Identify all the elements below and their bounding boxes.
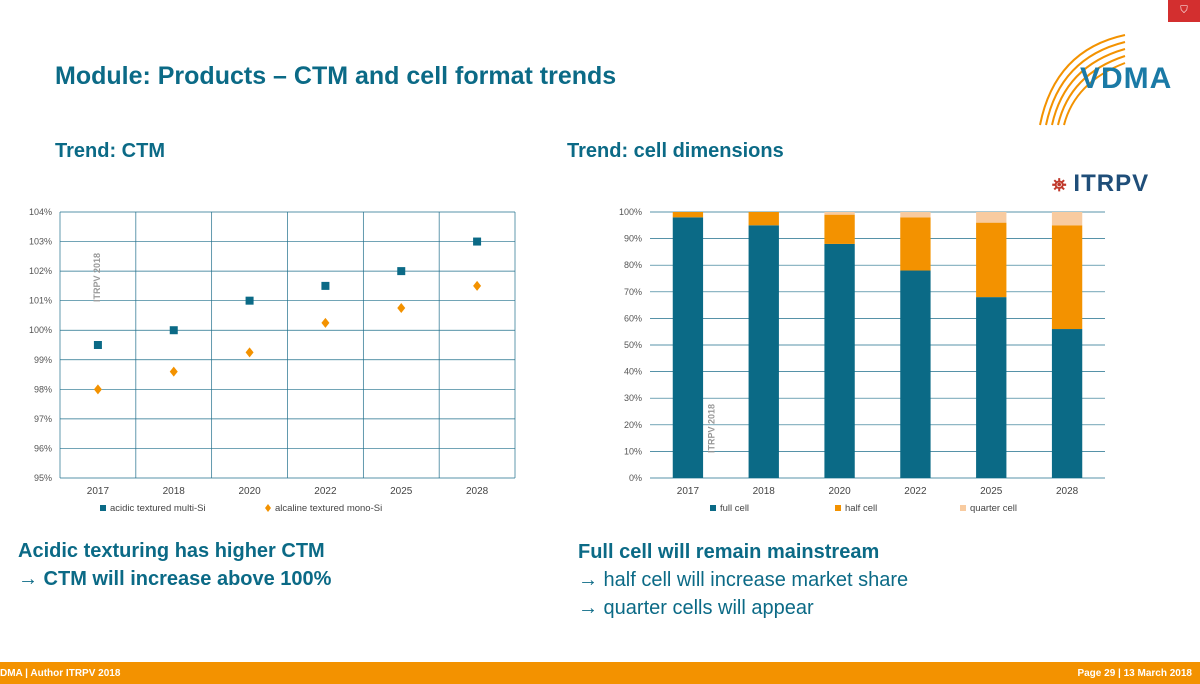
- left-note-line-1: Acidic texturing has higher CTM: [18, 540, 325, 562]
- slide-title: Module: Products – CTM and cell format t…: [55, 62, 617, 90]
- bar-half-cell: [900, 217, 931, 271]
- point-acidic-textured-multi-Si: [93, 341, 102, 349]
- point-acidic-textured-multi-Si: [321, 281, 330, 290]
- x-tick-label: 2017: [677, 486, 700, 497]
- bar-half-cell: [976, 222, 1007, 298]
- y-tick-label: 70%: [624, 287, 642, 297]
- bar-full-cell: [824, 243, 855, 478]
- y-tick-label: 40%: [624, 367, 642, 377]
- legend-label: quarter cell: [970, 503, 1017, 514]
- point-alcaline-textured-mono-Si: [473, 280, 482, 291]
- y-tick-label: 10%: [624, 446, 642, 456]
- bar-quarter-cell: [976, 212, 1007, 223]
- left-note: Acidic texturing has higher CTM → CTM wi…: [18, 537, 331, 593]
- bar-quarter-cell: [1051, 212, 1083, 226]
- right-note-line-2: → half cell will increase market share: [578, 569, 909, 591]
- x-tick-label: 2020: [828, 486, 851, 497]
- y-tick-label: 60%: [624, 313, 642, 323]
- y-tick-label: 95%: [34, 473, 52, 483]
- right-note-line-1: Full cell will remain mainstream: [578, 541, 880, 563]
- bar-full-cell: [672, 217, 704, 478]
- bar-half-cell: [824, 214, 855, 244]
- bar-full-cell: [900, 270, 931, 478]
- y-tick-label: 96%: [34, 443, 52, 453]
- x-tick-label: 2018: [163, 486, 186, 497]
- y-tick-label: 100%: [619, 207, 642, 217]
- bar-full-cell: [748, 225, 779, 478]
- y-tick-label: 103%: [29, 237, 52, 247]
- bookmark-icon[interactable]: ⛉: [1168, 0, 1200, 22]
- right-note-line-3: → quarter cells will appear: [578, 597, 814, 619]
- legend-label: half cell: [845, 503, 877, 514]
- y-tick-label: 30%: [624, 393, 642, 403]
- bar-full-cell: [976, 297, 1007, 478]
- itrpv-logo-text: ITRPV: [1073, 170, 1150, 197]
- footer-left: DMA | Author ITRPV 2018: [0, 668, 121, 679]
- y-tick-label: 98%: [34, 384, 52, 394]
- y-tick-label: 104%: [29, 207, 52, 217]
- bar-half-cell: [672, 212, 704, 218]
- vdma-logo-arcs: [1039, 34, 1126, 126]
- point-alcaline-textured-mono-Si: [397, 303, 406, 314]
- point-alcaline-textured-mono-Si: [321, 317, 330, 328]
- y-tick-label: 101%: [29, 296, 52, 306]
- legend-swatch: [100, 505, 106, 511]
- watermark: ITRPV 2018: [706, 404, 716, 453]
- point-alcaline-textured-mono-Si: [169, 366, 178, 377]
- point-acidic-textured-multi-Si: [245, 296, 254, 305]
- bar-full-cell: [1051, 329, 1083, 478]
- y-tick-label: 99%: [34, 355, 52, 365]
- footer-bar: DMA | Author ITRPV 2018 Page 29 | 13 Mar…: [0, 662, 1200, 684]
- y-tick-label: 80%: [624, 260, 642, 270]
- ctm-chart: 95% 96% 97% 98% 99% 100% 101% 102% 103% 104% 2017 2…: [29, 207, 516, 514]
- point-alcaline-textured-mono-Si: [245, 347, 254, 358]
- x-tick-label: 2028: [466, 486, 489, 497]
- y-tick-label: 97%: [34, 414, 52, 424]
- vdma-logo: VDMA: [1080, 62, 1173, 95]
- x-tick-label: 2028: [1056, 486, 1079, 497]
- left-note-line-2: → CTM will increase above 100%: [18, 568, 332, 590]
- watermark: ITRPV 2018: [92, 253, 102, 302]
- x-tick-label: 2022: [904, 486, 927, 497]
- x-tick-label: 2018: [753, 486, 776, 497]
- x-tick-label: 2017: [87, 486, 110, 497]
- y-tick-label: 20%: [624, 420, 642, 430]
- bar-half-cell: [748, 212, 779, 226]
- bar-quarter-cell: [900, 212, 931, 218]
- legend-swatch: [710, 505, 716, 511]
- point-alcaline-textured-mono-Si: [93, 384, 102, 395]
- right-note: Full cell will remain mainstream → half …: [578, 538, 908, 622]
- bar-half-cell: [1051, 225, 1083, 330]
- y-tick-label: 90%: [624, 234, 642, 244]
- footer-right: Page 29 | 13 March 2018: [1077, 668, 1192, 679]
- y-tick-label: 100%: [29, 325, 52, 335]
- legend-label: full cell: [720, 503, 749, 514]
- cell-dimensions-chart: 0% 10% 20% 30% 40% 50% 60% 70% 80% 90% 100% 2017 201…: [619, 207, 1105, 514]
- x-tick-label: 2020: [238, 486, 261, 497]
- y-tick-label: 50%: [624, 340, 642, 350]
- itrpv-logo: ⛯ ITRPV: [1052, 170, 1149, 198]
- x-tick-label: 2025: [980, 486, 1003, 497]
- bar-quarter-cell: [824, 212, 855, 215]
- legend-label: alcaline textured mono-Si: [275, 503, 382, 514]
- legend-swatch: [960, 505, 966, 511]
- y-tick-label: 0%: [629, 473, 642, 483]
- x-tick-label: 2022: [314, 486, 337, 497]
- legend-label: acidic textured multi-Si: [110, 503, 206, 514]
- point-acidic-textured-multi-Si: [397, 267, 406, 276]
- itrpv-mark-icon: ⛯: [1052, 175, 1068, 195]
- legend-swatch: [265, 504, 271, 512]
- point-acidic-textured-multi-Si: [473, 237, 482, 246]
- legend-swatch: [835, 505, 841, 511]
- y-tick-label: 102%: [29, 266, 52, 276]
- x-tick-label: 2025: [390, 486, 413, 497]
- point-acidic-textured-multi-Si: [169, 326, 178, 335]
- left-subtitle: Trend: CTM: [55, 140, 165, 162]
- right-subtitle: Trend: cell dimensions: [567, 140, 784, 162]
